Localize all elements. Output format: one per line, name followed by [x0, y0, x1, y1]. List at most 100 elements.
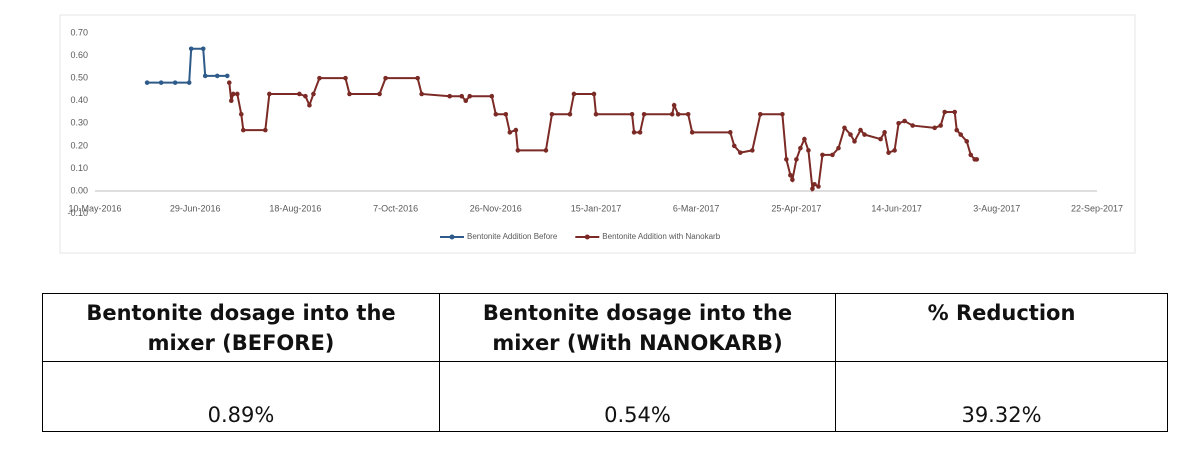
header-cell: % Reduction: [835, 293, 1168, 362]
point: [226, 80, 232, 85]
point: [415, 75, 420, 81]
point: [214, 73, 220, 79]
point: [806, 148, 811, 153]
point: [820, 152, 825, 158]
y-tick-label: 0.20: [70, 140, 88, 150]
point: [377, 91, 382, 97]
header-row: Bentonite dosage into the mixer (BEFORE)…: [42, 293, 1168, 362]
x-tick-label: 22-Sep-2017: [1071, 203, 1123, 213]
value-cell: 0.89%: [42, 361, 440, 432]
point: [810, 186, 815, 192]
point: [571, 91, 577, 97]
point: [689, 130, 695, 135]
point: [798, 145, 803, 151]
point: [383, 75, 388, 81]
y-tick-label: 0.10: [70, 163, 88, 173]
value-cell: 39.32%: [835, 361, 1168, 432]
y-tick-label: 0.30: [70, 118, 88, 128]
point: [224, 73, 230, 79]
point: [637, 130, 643, 135]
point: [591, 91, 597, 97]
point: [467, 93, 473, 99]
point: [507, 130, 513, 135]
point: [886, 150, 891, 155]
point: [669, 111, 675, 117]
point: [263, 127, 268, 133]
point: [202, 73, 208, 79]
point: [784, 157, 789, 162]
point: [896, 121, 901, 126]
point: [974, 157, 980, 162]
point: [543, 148, 549, 153]
point: [317, 75, 322, 81]
point: [513, 127, 519, 133]
x-tick-label: 10-May-2016: [68, 203, 121, 213]
legend-marker: [584, 234, 590, 240]
point: [267, 91, 272, 97]
point: [892, 148, 897, 153]
point: [858, 127, 863, 133]
header-cell: Bentonite dosage into the mixer (BEFORE): [42, 293, 440, 362]
point: [671, 102, 677, 108]
value-row: 0.89% 0.54% 39.32%: [42, 361, 1168, 432]
point: [641, 111, 647, 117]
point: [593, 111, 599, 117]
point: [675, 111, 681, 117]
point: [802, 136, 807, 142]
point: [230, 91, 236, 97]
point: [932, 125, 937, 131]
legend-label: Bentonite Addition Before: [467, 232, 558, 241]
point: [447, 93, 453, 99]
point: [830, 152, 835, 158]
point: [567, 111, 573, 117]
summary-table: Bentonite dosage into the mixer (BEFORE)…: [42, 293, 1168, 432]
point: [459, 93, 465, 99]
point: [240, 127, 246, 133]
x-tick-label: 18-Aug-2016: [269, 203, 321, 213]
x-tick-label: 3-Aug-2017: [973, 203, 1020, 213]
point: [794, 157, 799, 162]
value-cell: 0.54%: [439, 361, 836, 432]
point: [629, 111, 635, 117]
point: [788, 172, 793, 178]
point: [952, 109, 958, 115]
x-tick-label: 29-Jun-2016: [170, 203, 221, 213]
x-tick-label: 6-Mar-2017: [673, 203, 720, 213]
point: [790, 177, 795, 183]
point: [238, 111, 244, 117]
point: [188, 46, 194, 52]
point: [750, 148, 755, 153]
point: [958, 132, 964, 137]
point: [234, 91, 240, 97]
x-tick-label: 26-Nov-2016: [470, 203, 522, 213]
legend-marker: [449, 234, 455, 240]
y-tick-label: 0.00: [70, 185, 88, 195]
point: [144, 80, 150, 85]
point: [758, 111, 763, 117]
point: [836, 145, 841, 151]
y-tick-label: 0.70: [70, 27, 88, 37]
point: [954, 127, 960, 133]
point: [419, 91, 424, 97]
x-tick-label: 25-Apr-2017: [771, 203, 821, 213]
point: [489, 93, 495, 99]
point: [882, 130, 887, 135]
point: [303, 93, 308, 99]
point: [816, 184, 821, 189]
y-tick-label: -0.10: [67, 208, 88, 218]
point: [515, 148, 521, 153]
point: [228, 98, 234, 104]
point: [902, 118, 907, 124]
point: [862, 132, 867, 137]
y-tick-label: 0.40: [70, 95, 88, 105]
point: [878, 136, 883, 142]
header-cell: Bentonite dosage into the mixer (With NA…: [439, 293, 836, 362]
point: [347, 91, 352, 97]
point: [968, 152, 974, 158]
legend: Bentonite Addition Before Bentonite Addit…: [440, 232, 721, 241]
point: [493, 111, 499, 117]
point: [942, 109, 947, 115]
point: [307, 102, 312, 108]
point: [311, 91, 316, 97]
point: [158, 80, 164, 85]
